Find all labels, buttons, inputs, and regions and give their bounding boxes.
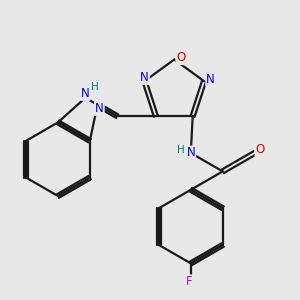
Text: N: N [140, 71, 149, 84]
Text: O: O [256, 143, 265, 156]
Text: F: F [186, 275, 192, 288]
Text: H: H [91, 82, 98, 92]
Text: N: N [186, 146, 195, 160]
Text: O: O [176, 51, 185, 64]
Text: N: N [95, 102, 104, 115]
Text: H: H [177, 145, 184, 155]
Text: N: N [206, 73, 215, 86]
Text: N: N [81, 87, 90, 100]
